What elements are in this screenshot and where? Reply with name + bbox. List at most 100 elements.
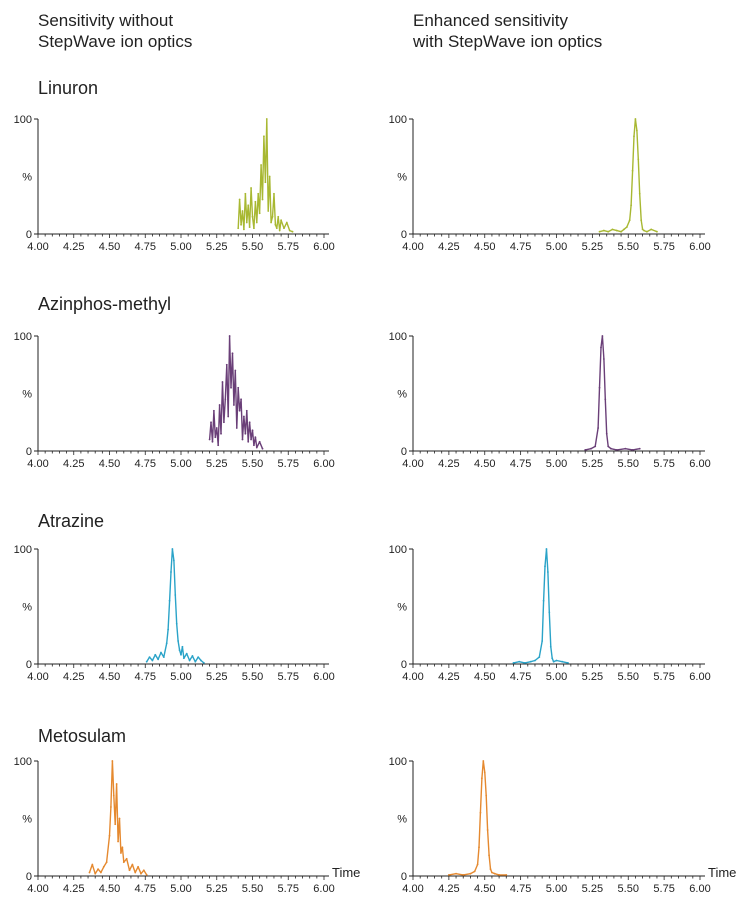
x-tick-label: 4.50 <box>99 241 120 253</box>
y-tick-label-0: 0 <box>26 446 32 458</box>
x-tick-label: 5.00 <box>546 458 567 470</box>
x-tick-label: 5.00 <box>170 883 191 895</box>
x-tick-label: 4.25 <box>438 671 459 683</box>
data-point <box>604 398 607 401</box>
series-line-linuron-with <box>599 118 658 233</box>
data-point <box>267 210 270 212</box>
x-tick-label: 4.75 <box>510 671 531 683</box>
data-point <box>512 661 515 664</box>
data-point <box>278 229 281 232</box>
y-tick-label-100: 100 <box>14 756 32 768</box>
data-point <box>288 229 291 232</box>
data-point <box>534 659 536 662</box>
data-point <box>637 158 640 161</box>
data-point <box>91 863 94 866</box>
x-tick-label: 4.50 <box>474 458 495 470</box>
data-point <box>97 868 99 870</box>
data-point <box>94 872 97 875</box>
x-tick-label: 5.25 <box>206 241 227 253</box>
data-point <box>280 219 282 222</box>
data-point <box>634 118 637 120</box>
x-tick-label: 6.00 <box>689 458 710 470</box>
y-tick-label-0: 0 <box>26 871 32 883</box>
data-point <box>555 659 558 662</box>
y-axis-percent-label: % <box>22 389 32 401</box>
data-point <box>455 872 457 875</box>
data-point <box>610 447 612 450</box>
data-point <box>178 649 181 652</box>
x-tick-label: 5.25 <box>582 241 603 253</box>
x-tick-label: 4.75 <box>135 458 156 470</box>
data-point <box>631 169 634 172</box>
x-tick-label: 4.75 <box>510 883 531 895</box>
compound-title-linuron: Linuron <box>38 78 99 98</box>
data-point <box>108 834 111 837</box>
data-point <box>110 806 112 808</box>
data-point <box>584 448 587 451</box>
data-point <box>270 221 272 224</box>
data-point <box>112 794 115 797</box>
data-point <box>191 655 194 657</box>
data-point <box>473 870 476 873</box>
data-point <box>210 421 212 424</box>
y-tick-label-100: 100 <box>389 114 407 126</box>
data-point <box>624 447 627 450</box>
data-point <box>628 219 631 222</box>
data-point <box>251 429 254 432</box>
data-point <box>538 656 541 658</box>
data-point <box>165 642 168 645</box>
compound-title-metosulam: Metosulam <box>38 726 127 746</box>
data-point <box>257 192 260 195</box>
x-tick-label: 6.00 <box>313 671 334 683</box>
data-point <box>220 432 222 435</box>
x-tick-label: 5.00 <box>170 241 191 253</box>
data-point <box>174 594 177 596</box>
data-point <box>122 861 125 864</box>
data-point <box>255 221 258 224</box>
data-point <box>172 559 175 562</box>
data-point <box>102 865 105 868</box>
data-point <box>167 628 170 631</box>
data-point <box>598 230 601 233</box>
data-point <box>638 447 641 450</box>
y-tick-label-0: 0 <box>26 659 32 671</box>
data-point <box>175 622 178 625</box>
data-point <box>254 200 257 203</box>
data-point <box>170 571 172 573</box>
data-point <box>240 223 242 226</box>
data-point <box>162 656 165 658</box>
x-tick-label: 6.00 <box>313 883 334 895</box>
x-tick-label: 5.50 <box>618 883 639 895</box>
data-point <box>646 230 648 233</box>
data-point <box>120 852 122 854</box>
left-column-title: Sensitivity without StepWave ion optics <box>38 11 193 51</box>
data-point <box>238 198 241 201</box>
x-tick-label: 4.50 <box>474 883 495 895</box>
data-point <box>228 335 231 337</box>
data-point <box>611 228 614 231</box>
x-tick-label: 5.25 <box>206 671 227 683</box>
data-point <box>260 164 262 166</box>
data-point <box>247 204 250 207</box>
y-tick-label-0: 0 <box>401 659 407 671</box>
data-point <box>194 660 197 663</box>
series-line-azinphos-methyl-without <box>208 335 264 449</box>
data-point <box>480 777 483 780</box>
x-tick-label: 4.25 <box>63 883 84 895</box>
series-line-linuron-without <box>237 118 293 233</box>
data-point <box>238 409 241 412</box>
data-point <box>650 228 653 231</box>
y-axis-percent-label: % <box>22 172 32 184</box>
data-point <box>258 440 261 443</box>
x-tick-label: 5.25 <box>582 671 603 683</box>
data-point <box>100 871 102 874</box>
data-point <box>88 871 91 874</box>
x-tick-label: 4.75 <box>510 458 531 470</box>
data-point <box>114 823 117 826</box>
data-point <box>643 229 645 232</box>
x-tick-label: 5.50 <box>618 458 639 470</box>
x-tick-label: 4.00 <box>27 241 48 253</box>
data-point <box>197 656 200 658</box>
x-tick-label: 5.75 <box>653 883 674 895</box>
